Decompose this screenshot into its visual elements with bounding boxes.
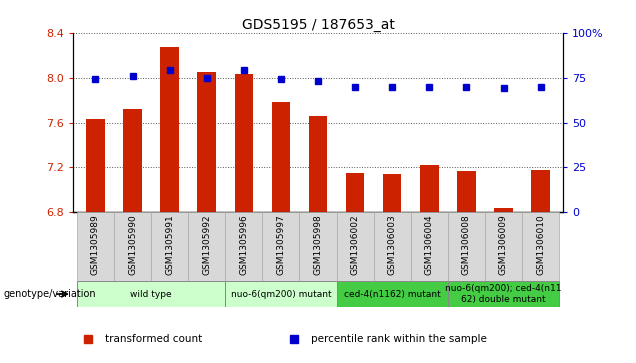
Bar bbox=[225, 281, 336, 307]
Bar bbox=[448, 281, 559, 307]
Bar bbox=[420, 165, 439, 212]
Bar bbox=[77, 212, 114, 281]
Text: GSM1305992: GSM1305992 bbox=[202, 215, 211, 275]
Text: GSM1305991: GSM1305991 bbox=[165, 215, 174, 275]
Bar bbox=[485, 212, 522, 281]
Bar bbox=[494, 208, 513, 212]
Text: genotype/variation: genotype/variation bbox=[3, 289, 96, 299]
Text: nuo-6(qm200); ced-4(n11
62) double mutant: nuo-6(qm200); ced-4(n11 62) double mutan… bbox=[445, 284, 562, 304]
Bar bbox=[86, 119, 105, 212]
Text: GSM1305996: GSM1305996 bbox=[239, 215, 248, 275]
Title: GDS5195 / 187653_at: GDS5195 / 187653_at bbox=[242, 18, 394, 32]
Bar bbox=[374, 212, 411, 281]
Bar bbox=[272, 102, 290, 212]
Bar bbox=[522, 212, 559, 281]
Bar bbox=[197, 72, 216, 212]
Text: GSM1305989: GSM1305989 bbox=[91, 215, 100, 275]
Bar bbox=[336, 281, 448, 307]
Text: percentile rank within the sample: percentile rank within the sample bbox=[310, 334, 487, 344]
Bar bbox=[346, 173, 364, 212]
Bar bbox=[336, 212, 374, 281]
Text: wild type: wild type bbox=[130, 290, 172, 298]
Text: GSM1306003: GSM1306003 bbox=[388, 215, 397, 275]
Bar bbox=[457, 171, 476, 212]
Bar bbox=[308, 116, 328, 212]
Bar bbox=[235, 74, 253, 212]
Bar bbox=[188, 212, 225, 281]
Text: GSM1305998: GSM1305998 bbox=[314, 215, 322, 275]
Bar bbox=[383, 174, 401, 212]
Bar bbox=[114, 212, 151, 281]
Bar bbox=[263, 212, 300, 281]
Text: ced-4(n1162) mutant: ced-4(n1162) mutant bbox=[344, 290, 441, 298]
Text: GSM1305997: GSM1305997 bbox=[277, 215, 286, 275]
Text: GSM1306002: GSM1306002 bbox=[350, 215, 359, 275]
Text: GSM1306009: GSM1306009 bbox=[499, 215, 508, 275]
Text: nuo-6(qm200) mutant: nuo-6(qm200) mutant bbox=[231, 290, 331, 298]
Bar bbox=[411, 212, 448, 281]
Text: GSM1305990: GSM1305990 bbox=[128, 215, 137, 275]
Text: GSM1306004: GSM1306004 bbox=[425, 215, 434, 275]
Text: GSM1306008: GSM1306008 bbox=[462, 215, 471, 275]
Bar bbox=[300, 212, 336, 281]
Text: transformed count: transformed count bbox=[105, 334, 202, 344]
Bar bbox=[77, 281, 225, 307]
Text: GSM1306010: GSM1306010 bbox=[536, 215, 545, 275]
Bar bbox=[160, 47, 179, 212]
Bar bbox=[123, 109, 142, 212]
Bar bbox=[448, 212, 485, 281]
Bar bbox=[151, 212, 188, 281]
Bar bbox=[531, 170, 550, 212]
Bar bbox=[225, 212, 263, 281]
